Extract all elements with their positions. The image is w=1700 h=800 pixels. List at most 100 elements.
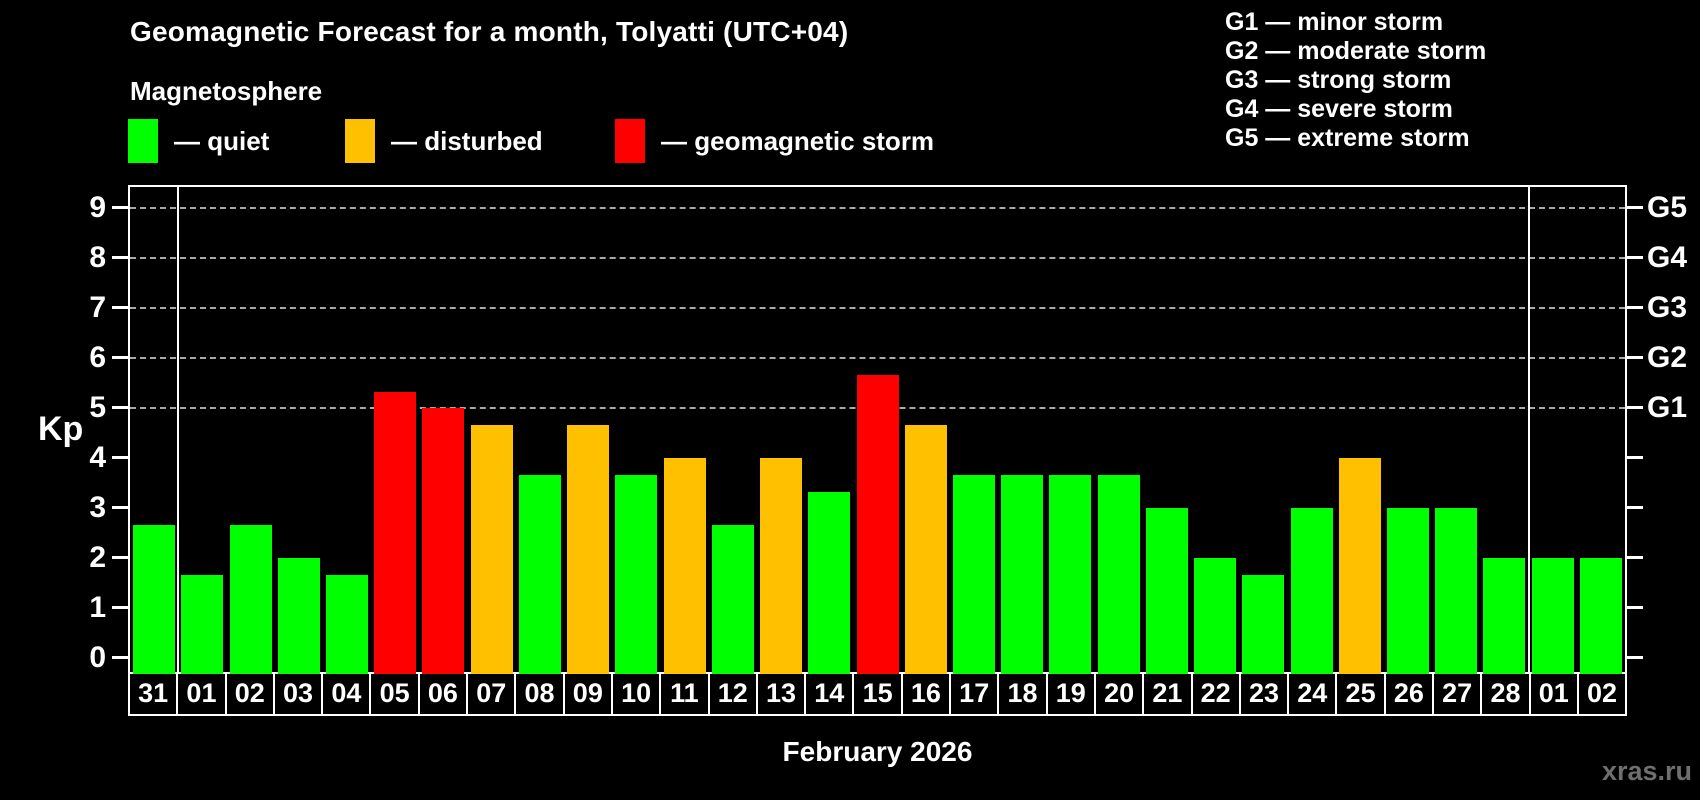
- day-label: 02: [1576, 672, 1628, 716]
- g-legend-line-g5: G5 — extreme storm: [1225, 124, 1470, 152]
- day-label: 14: [804, 672, 855, 716]
- day-label: 22: [1190, 672, 1241, 716]
- day-label: 27: [1432, 672, 1483, 716]
- right-tick-kp-3: [1627, 506, 1643, 509]
- g-legend-line-g3: G3 — strong storm: [1225, 66, 1452, 94]
- kp-bar: [1579, 558, 1622, 674]
- day-label: 26: [1383, 672, 1435, 716]
- day-label: 09: [562, 672, 613, 716]
- day-label: 03: [272, 672, 324, 716]
- right-axis-label-g4: G4: [1647, 241, 1688, 274]
- x-axis-day-labels: 31 01 02 03 04 05 06 07 08 09 10 11 12 13 14 15 16 17 18 19…: [128, 672, 1628, 716]
- right-tick-kp-6: [1627, 356, 1643, 359]
- kp-bar: [1531, 558, 1574, 674]
- left-tick-kp-7: [112, 306, 128, 309]
- y-axis-label-5: 5: [89, 391, 106, 424]
- legend-item-quiet: — quiet: [128, 118, 269, 164]
- right-tick-kp-8: [1627, 256, 1643, 259]
- kp-bar: [904, 424, 947, 674]
- right-tick-kp-0: [1627, 656, 1643, 659]
- kp-bar: [952, 474, 995, 674]
- kp-bar: [277, 558, 320, 674]
- left-tick-kp-8: [112, 256, 128, 259]
- day-label: 01: [1528, 672, 1579, 716]
- left-tick-kp-4: [112, 456, 128, 459]
- day-label: 01: [176, 672, 227, 716]
- chart-subtitle: Magnetosphere: [130, 76, 323, 106]
- kp-bar: [1049, 474, 1092, 674]
- legend-item-disturbed: — disturbed: [345, 118, 543, 164]
- kp-bar: [1097, 474, 1140, 674]
- month-boundary-line: [1527, 187, 1530, 674]
- day-label: 31: [128, 672, 179, 716]
- left-tick-kp-5: [112, 406, 128, 409]
- day-label: 21: [1142, 672, 1193, 716]
- day-label: 08: [514, 672, 565, 716]
- kp-bar: [711, 524, 754, 674]
- y-axis-label-8: 8: [89, 241, 106, 274]
- legend-label-quiet: — quiet: [174, 125, 270, 156]
- legend-label-storm: — geomagnetic storm: [661, 125, 935, 156]
- gridline-kp-8: [130, 257, 1625, 259]
- kp-bar: [567, 424, 610, 674]
- kp-bar: [1435, 508, 1478, 674]
- g-legend-line-g2: G2 — moderate storm: [1225, 37, 1487, 65]
- kp-bar: [856, 374, 899, 674]
- kp-bar: [181, 574, 224, 674]
- day-label: 07: [466, 672, 517, 716]
- kp-bar: [663, 458, 706, 674]
- day-label: 17: [949, 672, 1000, 716]
- kp-bar: [1290, 508, 1333, 674]
- day-label: 05: [369, 672, 420, 716]
- storm-color-swatch: [615, 119, 645, 163]
- day-label: 19: [1045, 672, 1096, 716]
- day-label: 11: [659, 672, 710, 716]
- kp-bar: [808, 491, 851, 674]
- day-label: 23: [1238, 672, 1290, 716]
- right-axis-label-g1: G1: [1647, 391, 1688, 424]
- y-axis-label-1: 1: [89, 591, 106, 624]
- gridline-kp-9: [130, 207, 1625, 209]
- y-axis-label-7: 7: [89, 291, 106, 324]
- day-label: 28: [1480, 672, 1531, 716]
- kp-bar: [1001, 474, 1044, 674]
- y-axis-label-6: 6: [89, 341, 106, 374]
- left-tick-kp-0: [112, 656, 128, 659]
- day-label: 13: [755, 672, 807, 716]
- kp-bar: [229, 524, 272, 674]
- month-boundary-line: [177, 187, 180, 674]
- kp-bar: [326, 574, 369, 674]
- quiet-color-swatch: [128, 119, 158, 163]
- day-label: 24: [1287, 672, 1338, 716]
- right-axis-label-g2: G2: [1647, 341, 1688, 374]
- day-label: 02: [224, 672, 275, 716]
- day-label: 06: [417, 672, 469, 716]
- y-axis-label-4: 4: [89, 441, 106, 474]
- chart-title: Geomagnetic Forecast for a month, Tolyat…: [130, 16, 849, 47]
- g-scale-legend: G1 — minor storm G2 — moderate storm G3 …: [1225, 8, 1486, 153]
- right-tick-kp-9: [1627, 206, 1643, 209]
- right-tick-kp-1: [1627, 606, 1643, 609]
- g-legend-line-g1: G1 — minor storm: [1225, 8, 1444, 36]
- left-tick-kp-6: [112, 356, 128, 359]
- right-tick-kp-7: [1627, 306, 1643, 309]
- right-tick-kp-4: [1627, 456, 1643, 459]
- right-tick-kp-5: [1627, 406, 1643, 409]
- kp-bar: [615, 474, 658, 674]
- left-tick-kp-9: [112, 206, 128, 209]
- watermark: xras.ru: [1601, 756, 1692, 786]
- day-label: 15: [852, 672, 903, 716]
- kp-bar: [518, 474, 561, 674]
- kp-bar: [374, 391, 417, 674]
- day-label: 04: [321, 672, 372, 716]
- plot-area: 0 1 2 3 4 5 G1 6 G2 7 G3 8 G4 9 G5: [89, 185, 1687, 674]
- kp-bar: [470, 424, 513, 674]
- gridline-kp-6: [130, 357, 1625, 359]
- x-axis-title: February 2026: [782, 736, 973, 767]
- y-axis-label-2: 2: [89, 541, 106, 574]
- kp-bar: [1194, 558, 1237, 674]
- kp-bar: [760, 458, 803, 674]
- right-axis-label-g5: G5: [1647, 191, 1688, 224]
- kp-bar: [133, 524, 176, 674]
